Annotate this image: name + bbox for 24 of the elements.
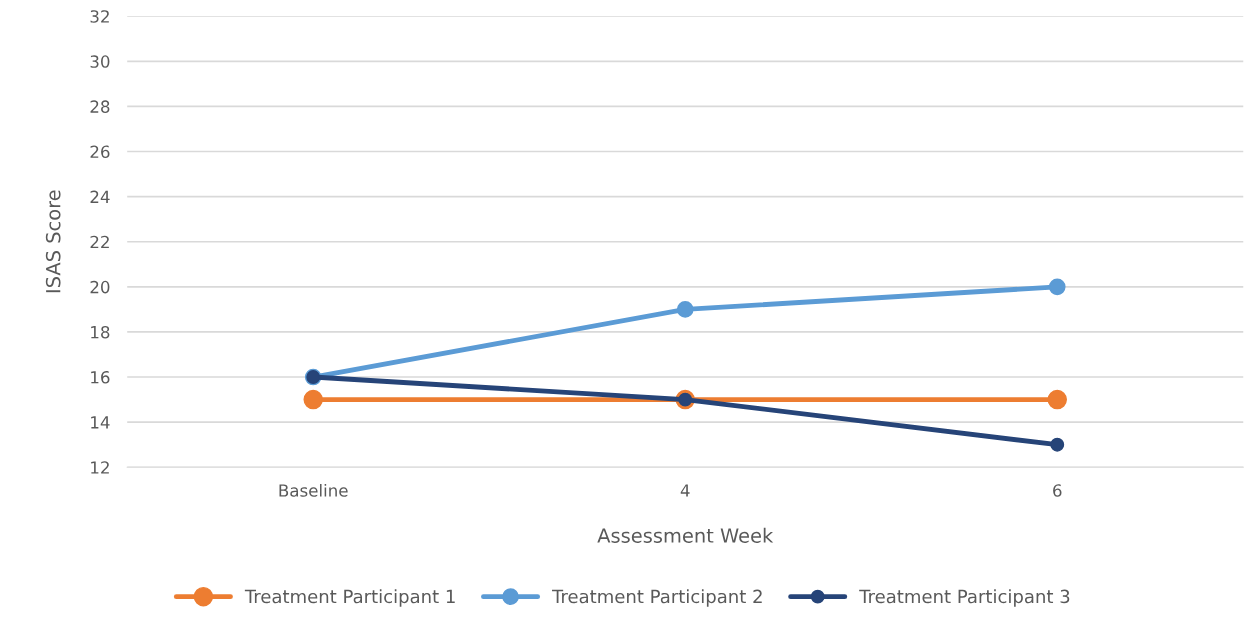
x-axis-title: Assessment Week <box>597 527 774 543</box>
y-axis-title: ISAS Score <box>45 190 61 293</box>
y-tick-label: 26 <box>90 145 110 159</box>
y-tick-label: 14 <box>91 416 110 429</box>
legend-label: Treatment Participant 1 <box>244 589 455 607</box>
y-tick-label: 28 <box>90 100 110 113</box>
y-tick-label: 32 <box>90 10 109 23</box>
point <box>676 301 694 318</box>
x-tick-label: Baseline <box>279 483 348 497</box>
y-tick-label: 24 <box>90 190 110 203</box>
point <box>303 389 323 410</box>
y-tick-label: 20 <box>90 280 110 294</box>
legend-label: Treatment Participant 2 <box>552 589 762 607</box>
y-tick-label: 12 <box>91 461 109 474</box>
y-tick-label: 22 <box>90 235 109 249</box>
y-tick-label: 18 <box>91 325 110 339</box>
y-tick-label: 16 <box>91 371 110 384</box>
legend-label: Treatment Participant 3 <box>859 589 1070 607</box>
y-tick-label: 30 <box>90 55 110 68</box>
x-tick-label: 4 <box>680 484 690 497</box>
point <box>1048 278 1066 296</box>
point <box>1047 389 1067 410</box>
point <box>1050 437 1065 452</box>
x-tick-label: 6 <box>1053 484 1062 497</box>
